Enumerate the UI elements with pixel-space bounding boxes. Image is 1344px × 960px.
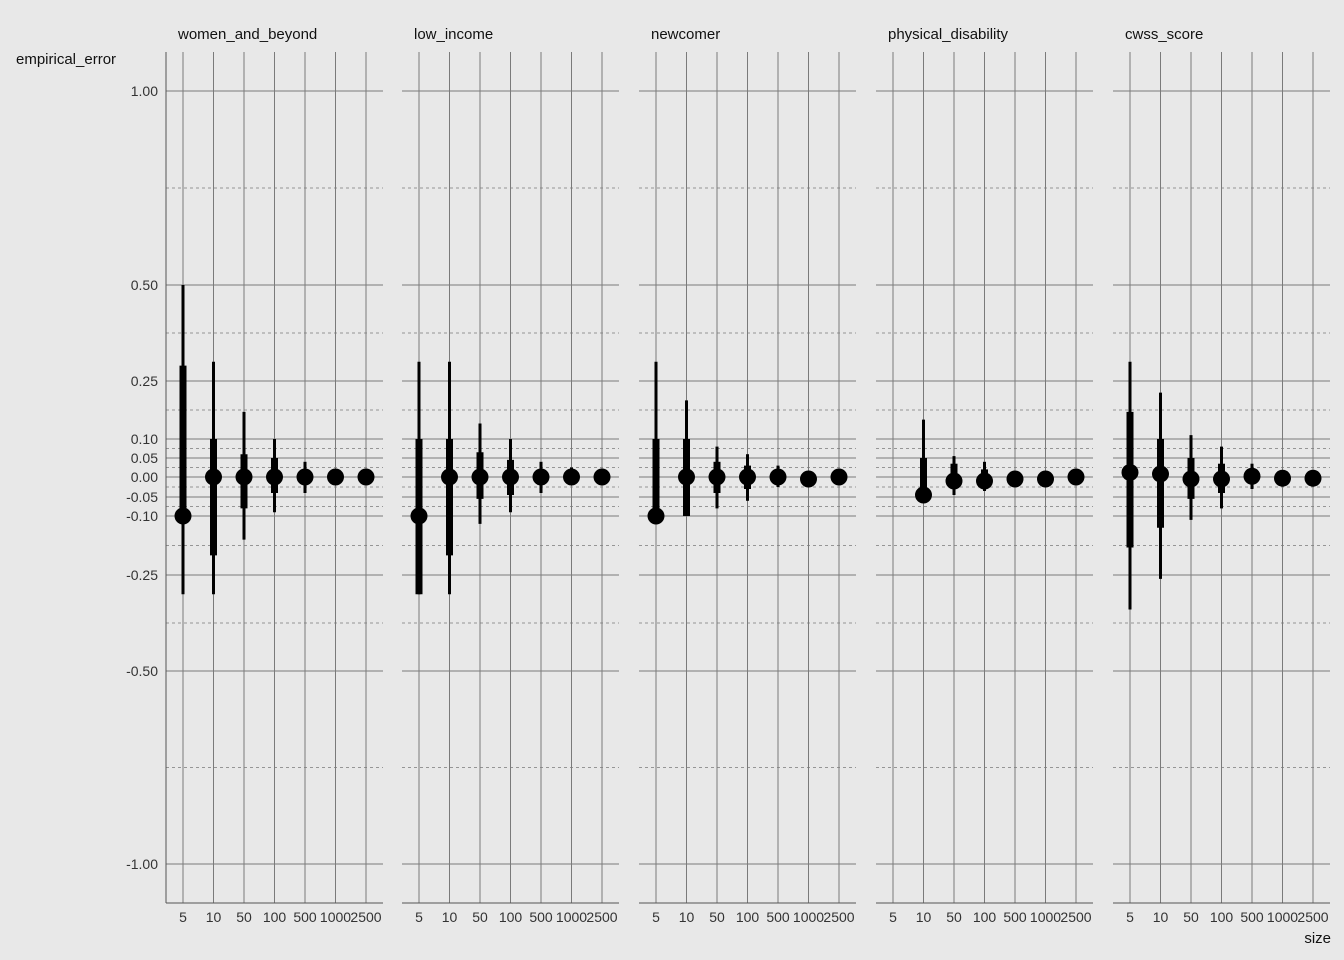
- point-estimate: [266, 468, 283, 486]
- facet-panel: physical_disability 5 10 50 100 500 1000 2500: [876, 26, 1093, 925]
- y-tick-label: -0.50: [126, 663, 158, 679]
- facet-panel: cwss_score 5 10 50 100 500 1000 2500: [1113, 26, 1330, 925]
- point-estimate: [800, 470, 817, 488]
- point-estimate: [1243, 467, 1261, 485]
- point-estimate: [830, 468, 848, 486]
- point-estimate: [593, 468, 611, 486]
- point-estimate: [678, 468, 695, 486]
- y-tick-label: 0.05: [131, 450, 158, 466]
- x-tick-label: 50: [946, 909, 962, 925]
- x-tick-label: 5: [889, 909, 897, 925]
- x-axis-title: size: [1304, 930, 1331, 947]
- y-tick-label: 0.10: [131, 431, 158, 447]
- y-tick-label: 0.50: [131, 277, 158, 293]
- x-tick-label: 500: [293, 909, 317, 925]
- y-tick-label: 0.00: [131, 469, 158, 485]
- point-estimate: [563, 468, 580, 486]
- x-tick-label: 100: [973, 909, 997, 925]
- x-tick-label: 100: [499, 909, 523, 925]
- x-tick-label: 50: [1183, 909, 1199, 925]
- point-estimate: [1006, 470, 1024, 488]
- point-estimate: [327, 468, 344, 486]
- point-estimate: [1304, 469, 1322, 487]
- point-estimate: [471, 468, 489, 486]
- point-estimate: [945, 472, 963, 490]
- point-estimate: [532, 468, 550, 486]
- x-tick-label: 10: [206, 909, 222, 925]
- point-estimate: [976, 472, 993, 490]
- x-tick-label: 2500: [586, 909, 617, 925]
- point-estimate: [174, 507, 192, 525]
- x-tick-label: 1000: [556, 909, 587, 925]
- x-tick-label: 100: [1210, 909, 1234, 925]
- x-tick-label: 100: [263, 909, 287, 925]
- point-estimate: [1152, 465, 1169, 483]
- point-estimate: [915, 486, 932, 504]
- point-estimate: [410, 507, 428, 525]
- point-estimate: [441, 468, 458, 486]
- x-tick-label: 2500: [1060, 909, 1091, 925]
- y-tick-label: -0.10: [126, 508, 158, 524]
- facet-title: newcomer: [651, 26, 720, 43]
- x-tick-label: 50: [236, 909, 252, 925]
- point-estimate: [502, 468, 519, 486]
- point-estimate: [739, 468, 756, 486]
- x-tick-label: 10: [442, 909, 458, 925]
- y-axis-title: empirical_error: [16, 51, 116, 68]
- facet-title: women_and_beyond: [177, 26, 317, 43]
- point-estimate: [235, 468, 253, 486]
- point-estimate: [1067, 468, 1085, 486]
- x-tick-label: 50: [709, 909, 725, 925]
- x-tick-label: 500: [1240, 909, 1264, 925]
- x-tick-label: 10: [679, 909, 695, 925]
- point-estimate: [357, 468, 375, 486]
- x-tick-label: 1000: [320, 909, 351, 925]
- facet-title: low_income: [414, 26, 493, 43]
- facet-panel: women_and_beyond 5 10 50 100 500 1000 2500: [165, 26, 383, 925]
- x-tick-label: 10: [916, 909, 932, 925]
- point-estimate: [205, 468, 222, 486]
- x-tick-label: 5: [652, 909, 660, 925]
- x-tick-label: 2500: [350, 909, 381, 925]
- x-tick-label: 2500: [823, 909, 854, 925]
- y-tick-label: -0.25: [126, 567, 158, 583]
- point-estimate: [1182, 470, 1200, 488]
- point-estimate: [708, 468, 726, 486]
- point-estimate: [1213, 470, 1230, 488]
- y-tick-label: 1.00: [131, 83, 158, 99]
- y-tick-label: -0.05: [126, 489, 158, 505]
- facet-panel: low_income 5 10 50 100 500 1000 2500: [402, 26, 619, 925]
- point-estimate: [1037, 470, 1054, 488]
- point-estimate: [769, 468, 787, 486]
- facet-title: physical_disability: [888, 26, 1009, 43]
- facet-panel: newcomer 5 10 50 100 500 1000 2500: [639, 26, 856, 925]
- x-tick-label: 1000: [1267, 909, 1298, 925]
- point-estimate: [296, 468, 314, 486]
- x-tick-label: 500: [529, 909, 553, 925]
- x-tick-label: 1000: [793, 909, 824, 925]
- y-tick-label: 0.25: [131, 373, 158, 389]
- point-estimate: [1274, 469, 1291, 487]
- x-tick-label: 5: [179, 909, 187, 925]
- point-estimate: [1121, 463, 1139, 481]
- y-tick-label: -1.00: [126, 856, 158, 872]
- x-tick-label: 500: [1003, 909, 1027, 925]
- x-tick-label: 10: [1153, 909, 1169, 925]
- x-tick-label: 1000: [1030, 909, 1061, 925]
- x-tick-label: 2500: [1297, 909, 1328, 925]
- facet-title: cwss_score: [1125, 26, 1203, 43]
- x-tick-label: 50: [472, 909, 488, 925]
- x-tick-label: 100: [736, 909, 760, 925]
- y-axis-tick-labels: 1.00 0.50 0.25 0.10 0.05 0.00 -0.05 -0.10 -0.25 -…: [126, 83, 158, 872]
- x-tick-label: 5: [1126, 909, 1134, 925]
- x-tick-label: 500: [766, 909, 790, 925]
- x-tick-label: 5: [415, 909, 423, 925]
- point-estimate: [647, 507, 665, 525]
